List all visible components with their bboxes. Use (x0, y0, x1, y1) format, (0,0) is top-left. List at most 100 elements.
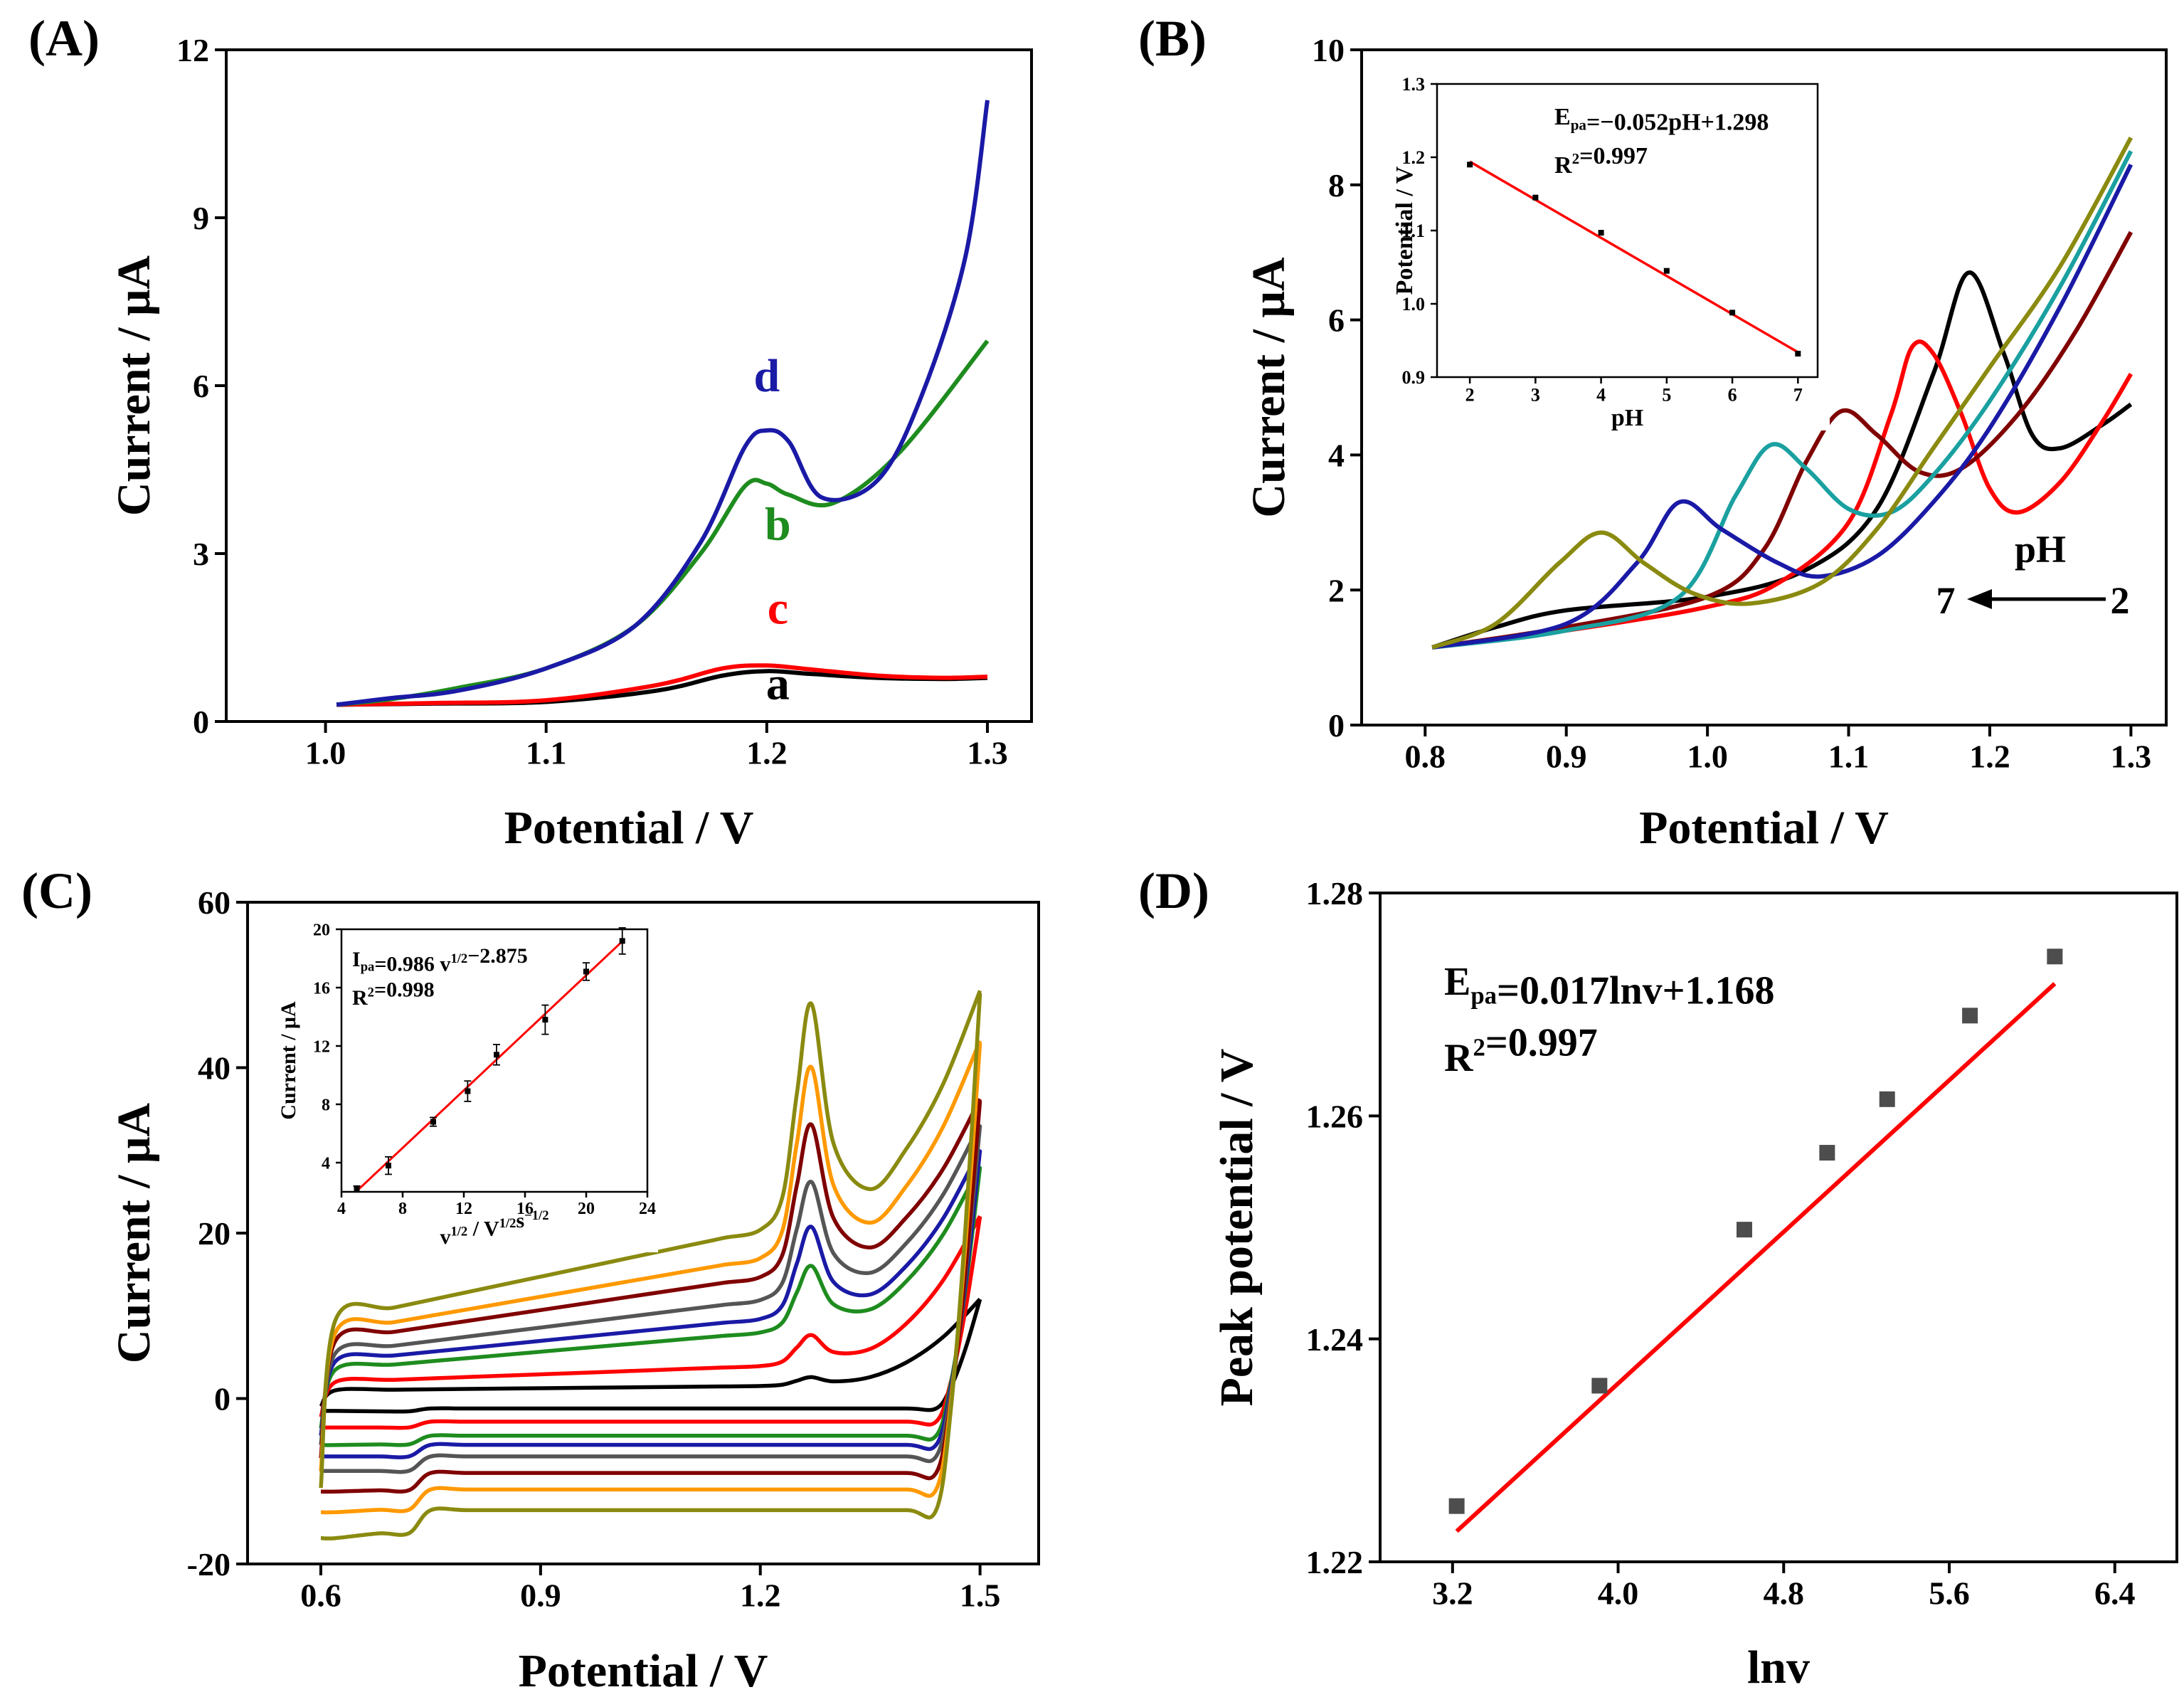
plot-frame (1360, 48, 2168, 726)
y-tick-label: -20 (187, 1546, 230, 1582)
y-tick-label: 2 (1328, 572, 1345, 608)
inset-data-point (1729, 310, 1736, 316)
cv-forward-scan (319, 1165, 982, 1429)
ph-annotation-right: 2 (2111, 579, 2130, 622)
x-tick-label: 1.2 (746, 735, 788, 771)
y-tick-label: 9 (193, 200, 209, 236)
fit-line (1455, 982, 2057, 1533)
inset-data-point (619, 938, 625, 944)
inset-data-point (465, 1088, 471, 1094)
y-tick-label: 0 (214, 1381, 230, 1417)
inset-data-point (494, 1052, 500, 1058)
y-tick-label: 4 (1328, 438, 1345, 474)
plot-frame (225, 48, 1033, 723)
curve-label-b: b (765, 498, 791, 550)
inset-data-point (542, 1017, 548, 1023)
y-tick-label: 1.24 (1306, 1321, 1364, 1358)
cv-forward-scan (319, 990, 982, 1489)
x-tick-label: 1.2 (740, 1577, 781, 1614)
x-tick-label: 4 (337, 1200, 346, 1218)
panel-label-b: (B) (1138, 10, 1207, 67)
r-squared-label-part: 2 (1473, 1034, 1485, 1062)
x-tick-label: 1.2 (1969, 739, 2010, 775)
x-tick-label: 7 (1793, 385, 1803, 406)
data-point (1737, 1222, 1752, 1238)
inset-x-axis-label: pH (1611, 405, 1643, 431)
panel-b-inset: 2 3 4 5 6 7 0.9 1.0 1.1 1.2 1.3 Epa=−0.052pH+1.298 R… (1391, 71, 1830, 431)
cv-reverse-scan (320, 993, 982, 1540)
panel-c: 0.6 0.9 1.2 1.5 -20 0 20 40 60 (C) Potential / V Cu… (21, 862, 1040, 1697)
inset-x-axis-label-part: −1/2 (524, 1208, 548, 1223)
y-tick-label: 3 (193, 536, 209, 572)
x-tick-label: 1.0 (1687, 739, 1728, 775)
x-tick-label: 1.1 (1828, 739, 1870, 775)
y-tick-label: 8 (322, 1096, 330, 1114)
y-tick-label: 4 (322, 1154, 330, 1173)
r-squared-label-part: R (1444, 1036, 1473, 1080)
inset-r-squared-part: =0.998 (374, 978, 435, 1002)
x-tick-label: 1.3 (967, 735, 1008, 771)
y-axis-label: Peak potential / V (1211, 1049, 1263, 1407)
x-tick-label: 4 (1596, 385, 1606, 406)
y-tick-label: 0 (193, 704, 209, 740)
equation-label-part: pa (1470, 981, 1497, 1009)
inset-data-point (1467, 162, 1473, 168)
y-tick-label: 0 (1328, 707, 1345, 744)
curve-label-d: d (753, 350, 780, 402)
inset-background (274, 918, 658, 1252)
panel-label-d: (D) (1138, 862, 1209, 919)
y-axis-label: Current / μA (1243, 257, 1295, 517)
x-tick-label: 5 (1662, 385, 1671, 406)
inset-equation-part: E (1554, 104, 1571, 130)
y-tick-label: 12 (176, 32, 209, 68)
series-line-pH-5 (1431, 150, 2133, 650)
series-line-b (336, 339, 990, 707)
inset-data-point (1532, 194, 1539, 201)
inset-data-point (583, 968, 589, 975)
y-tick-label: 1.28 (1306, 875, 1364, 911)
cv-forward-scan (319, 1123, 982, 1446)
y-tick-label: 6 (193, 368, 209, 404)
series-line-pH-7 (1431, 136, 2133, 650)
y-tick-label: 1.2 (1402, 147, 1426, 168)
y-tick-label: 20 (198, 1215, 230, 1252)
series-line-pH-6 (1431, 163, 2133, 650)
y-tick-label: 1.0 (1402, 294, 1426, 314)
y-tick-label: 1.1 (1402, 221, 1426, 241)
inset-equation-part: 1/2 (450, 951, 467, 966)
curve-label-c: c (768, 582, 788, 634)
panel-a: 1.0 1.1 1.2 1.3 0 3 6 9 12 d bca (A) Potential / V Cu… (28, 10, 1033, 854)
x-tick-label: 0.6 (300, 1577, 341, 1614)
ph-arrow-head (1967, 589, 1992, 609)
inset-y-axis-label: Potential / V (1391, 166, 1418, 295)
x-axis-label: lnv (1747, 1642, 1810, 1693)
inset-data-point (1795, 351, 1801, 357)
x-tick-label: 1.1 (526, 735, 567, 771)
data-point (1819, 1145, 1835, 1161)
y-tick-label: 1.22 (1306, 1544, 1364, 1580)
inset-data-point (1598, 230, 1604, 236)
inset-background (1396, 71, 1830, 430)
equation-label: Epa=0.017lnv+1.168 (1444, 960, 1775, 1013)
x-tick-label: 3 (1531, 385, 1540, 406)
y-tick-label: 0.9 (1402, 367, 1426, 388)
inset-equation-part: pa (1571, 116, 1587, 133)
plot-frame (340, 928, 649, 1193)
x-tick-label: 1.5 (960, 1577, 1001, 1614)
x-tick-label: 0.8 (1405, 739, 1446, 775)
y-tick-label: 1.26 (1306, 1098, 1364, 1134)
r-squared-label-part: =0.997 (1485, 1021, 1598, 1065)
panel-label-a: (A) (28, 10, 100, 67)
inset-fit-line (356, 940, 624, 1192)
inset-r-squared-part: 2 (368, 985, 374, 1000)
data-point (1591, 1378, 1608, 1394)
panel-b: 0.8 0.9 1.0 1.1 1.2 1.3 0 2 4 6 8 10 pH 7 2 (B) Potentia… (1138, 10, 2168, 854)
inset-equation: Epa=−0.052pH+1.298 (1554, 104, 1769, 135)
inset-r-squared: R2=0.997 (1554, 143, 1648, 179)
x-tick-label: 16 (516, 1200, 534, 1218)
x-tick-label: 24 (639, 1200, 656, 1218)
x-tick-label: 0.9 (1546, 739, 1587, 775)
inset-r-squared-part: R (352, 986, 368, 1010)
y-axis-label: Current / μA (108, 1103, 160, 1363)
